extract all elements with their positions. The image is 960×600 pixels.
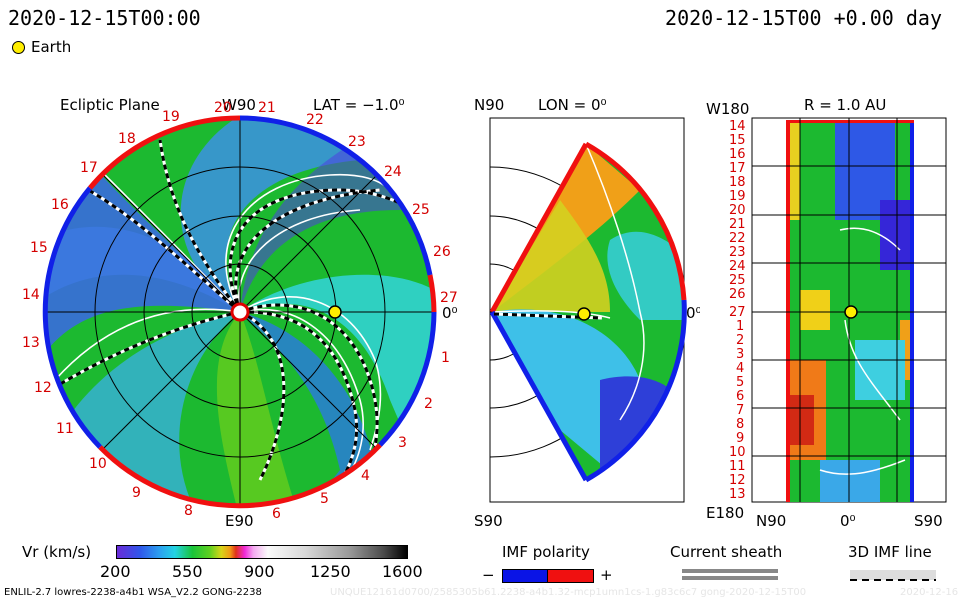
meridional-panel: S90 0⁰	[474, 117, 700, 530]
day-number: 27	[440, 290, 458, 306]
row-label: 16	[729, 147, 746, 162]
ecliptic-lat-label: LAT = −1.0⁰	[313, 96, 405, 114]
meridional-right-label: 0⁰	[686, 304, 700, 322]
sun-icon	[230, 302, 250, 322]
ecliptic-plane-panel: 20 21 22 23 24 25 26 27 1 2 3 4 5 6 8 9 …	[22, 100, 458, 530]
day-number: 18	[118, 131, 136, 147]
day-number: 20	[214, 100, 232, 116]
imf-line-swatch	[850, 570, 936, 581]
timestamp-right: 2020-12-15T00 +0.00 day	[665, 6, 942, 30]
colorbar-tick: 1600	[382, 562, 423, 581]
synoptic-bottom-label: N90	[756, 512, 786, 530]
day-number: 21	[258, 100, 276, 116]
earth-synoptic-icon	[844, 305, 858, 319]
row-label: 14	[729, 119, 746, 134]
imf-positive-swatch	[547, 569, 594, 583]
day-number: 15	[30, 240, 48, 256]
row-label: 2	[736, 333, 744, 348]
meridional-lon-label: LON = 0⁰	[538, 96, 607, 114]
synoptic-panel: 14 15 16 17 18 19 20 21 22 23 24 25 26 2…	[706, 117, 947, 530]
run-id-text: UNQUE12161d0700/2585305b61.2238-a4b1.32-…	[330, 587, 807, 598]
row-label: 25	[729, 273, 746, 288]
day-number: 9	[132, 485, 141, 501]
imf-polarity-title: IMF polarity	[502, 543, 590, 561]
day-number: 14	[22, 287, 40, 303]
day-number: 13	[22, 335, 40, 351]
day-number: 6	[272, 506, 281, 522]
day-number: 17	[80, 160, 98, 176]
synoptic-r-label: R = 1.0 AU	[804, 96, 887, 114]
day-number: 22	[306, 112, 324, 128]
day-number: 23	[348, 134, 366, 150]
imf-negative-swatch	[502, 569, 549, 583]
colorbar-tick: 550	[172, 562, 203, 581]
row-label: 5	[736, 375, 744, 390]
imf-line-title: 3D IMF line	[848, 543, 932, 561]
imf-plus-label: +	[600, 566, 613, 584]
row-label: 10	[729, 445, 746, 460]
day-number: 8	[184, 503, 193, 519]
synoptic-top-left-label: W180	[706, 100, 750, 118]
row-label: 20	[729, 203, 746, 218]
row-label: 17	[729, 161, 746, 176]
current-sheath-line	[682, 576, 778, 580]
row-label: 1	[736, 319, 744, 334]
row-label: 6	[736, 389, 744, 404]
velocity-colorbar	[116, 545, 408, 559]
earth-marker-icon	[12, 41, 25, 54]
meridional-bottom-label: S90	[474, 512, 503, 530]
row-label: 22	[729, 231, 746, 246]
row-label: 8	[736, 417, 744, 432]
row-label: 9	[736, 431, 744, 446]
row-label: 27	[729, 305, 746, 320]
day-number: 2	[424, 396, 433, 412]
meridional-top-label: N90	[474, 96, 505, 114]
model-info-text: ENLIL-2.7 lowres-2238-a4b1 WSA_V2.2 GONG…	[4, 587, 262, 598]
row-label: 26	[729, 287, 746, 302]
timestamp-left: 2020-12-15T00:00	[8, 6, 201, 30]
ecliptic-title: Ecliptic Plane	[60, 96, 160, 114]
ecliptic-bottom-label: E90	[225, 512, 254, 530]
row-label: 18	[729, 175, 746, 190]
earth-legend-label: Earth	[31, 38, 72, 56]
row-label: 3	[736, 347, 744, 362]
day-number: 12	[34, 380, 52, 396]
day-number: 11	[56, 421, 74, 437]
row-label: 13	[729, 487, 746, 502]
colorbar-tick: 200	[100, 562, 131, 581]
row-label: 11	[729, 459, 746, 474]
synoptic-bottom-label: 0⁰	[840, 512, 856, 530]
row-label: 24	[729, 259, 746, 274]
colorbar-tick: 900	[244, 562, 275, 581]
row-label: 23	[729, 245, 746, 260]
earth-meridional-icon	[577, 307, 591, 321]
row-label: 4	[736, 361, 744, 376]
row-label: 19	[729, 189, 746, 204]
row-label: 21	[729, 217, 746, 232]
synoptic-bottom-label: S90	[914, 512, 943, 530]
colorbar-tick: 1250	[310, 562, 351, 581]
current-sheath-title: Current sheath	[670, 543, 783, 561]
day-number: 5	[320, 491, 329, 507]
imf-minus-label: −	[482, 566, 495, 584]
earth-ecliptic-icon	[328, 305, 342, 319]
day-number: 26	[433, 244, 451, 260]
day-number: 25	[412, 202, 430, 218]
row-label: 15	[729, 133, 746, 148]
day-number: 3	[398, 435, 407, 451]
ecliptic-right-label: 0⁰	[442, 304, 458, 322]
colorbar-title: Vr (km/s)	[22, 543, 92, 561]
current-sheath-line	[682, 569, 778, 573]
day-number: 4	[361, 468, 370, 484]
day-number: 10	[89, 456, 107, 472]
run-date-text: 2020-12-16	[900, 587, 959, 598]
day-number: 19	[162, 109, 180, 125]
day-number: 24	[384, 164, 402, 180]
synoptic-bottom-left-label: E180	[706, 504, 744, 522]
ecliptic-top-label: W90	[222, 96, 256, 114]
row-label: 7	[736, 403, 744, 418]
row-label: 12	[729, 473, 746, 488]
day-number: 1	[441, 350, 450, 366]
day-number: 16	[51, 197, 69, 213]
